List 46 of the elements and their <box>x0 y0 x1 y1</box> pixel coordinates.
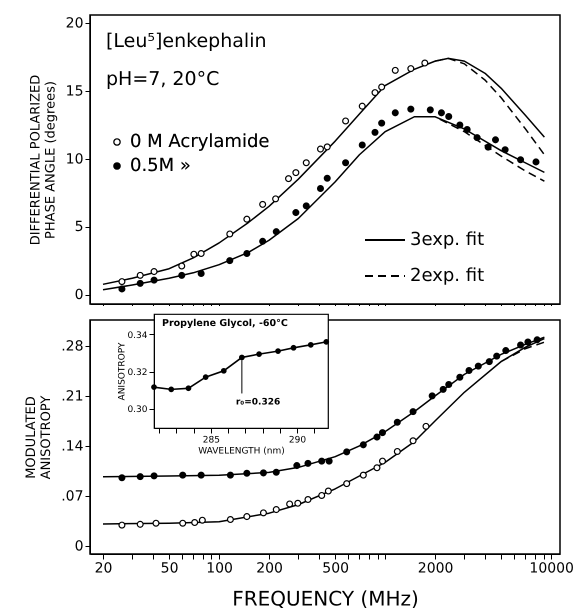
text: pH=7, 20°C <box>106 68 220 90</box>
y-tick-label: 0.32 <box>127 368 148 378</box>
x-axis-title: FREQUENCY (MHz) <box>232 586 419 608</box>
y-axis-title: MODULATED ANISOTROPY <box>24 396 54 480</box>
y-tick-label: 0.34 <box>127 330 148 341</box>
x-tick-label: 20 <box>94 560 112 576</box>
y-tick-label: .07 <box>61 488 84 505</box>
y-axis-title: DIFFERENTIAL POLARIZED PHASE ANGLE (degrees) <box>28 74 59 246</box>
y-tick-label: 20 <box>66 16 84 32</box>
legend-label: 0.5M » <box>130 155 191 176</box>
point <box>323 338 330 345</box>
y-tick-label: .21 <box>61 388 84 404</box>
text: [Leu⁵]enkephalin <box>106 30 267 52</box>
y-tick-label: 0 <box>74 287 84 303</box>
legend-label: 2exp. fit <box>410 265 484 286</box>
legend-label: 0 M Acrylamide <box>130 131 270 152</box>
point <box>220 368 227 374</box>
y-tick-label: 15 <box>66 83 84 100</box>
y-axis-title: ANISOTROPY <box>117 342 128 400</box>
point <box>168 386 174 392</box>
point <box>308 342 314 348</box>
y-tick-label: 0.30 <box>127 405 148 416</box>
x-tick-label: 200 <box>256 560 283 576</box>
point <box>238 354 245 360</box>
annotation: r₀=0.326 <box>236 397 280 408</box>
y-tick-label: .28 <box>61 338 84 354</box>
point <box>256 351 262 357</box>
point <box>186 385 192 392</box>
y-tick-label: .14 <box>61 438 84 454</box>
x-axis-title: WAVELENGTH (nm) <box>198 446 285 456</box>
x-tick-label: 50 <box>160 560 178 576</box>
point <box>151 384 157 390</box>
x-tick-label: 285 <box>202 436 220 446</box>
x-tick-label: 100 <box>206 560 233 576</box>
point <box>290 344 296 351</box>
y-tick-label: 10 <box>66 151 84 168</box>
chart-title: Propylene Glycol, -60°C <box>162 318 288 329</box>
x-tick-label: 290 <box>288 436 306 446</box>
y-tick-label: 5 <box>74 219 84 236</box>
legend-label: 3exp. fit <box>410 229 484 250</box>
x-tick-label: 500 <box>322 560 350 576</box>
x-tick-label: 10000 <box>529 560 574 576</box>
x-tick-label: 2000 <box>418 560 454 576</box>
point <box>275 348 281 354</box>
point <box>202 374 209 380</box>
y-tick-label: 0 <box>74 538 84 555</box>
